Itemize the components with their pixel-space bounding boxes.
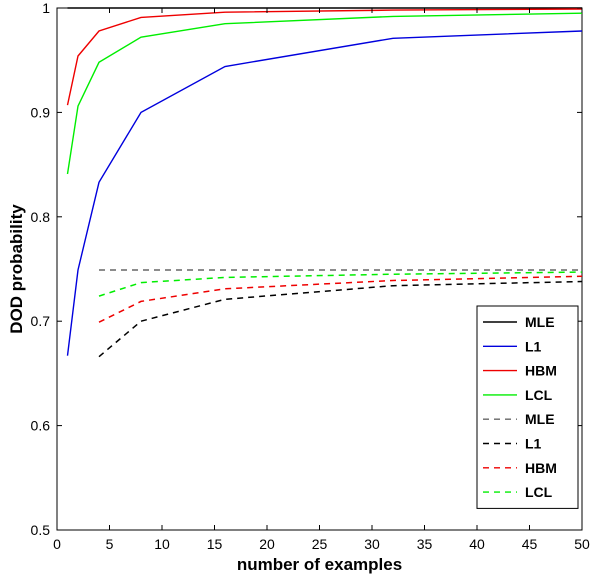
series-line-hbm-dashed <box>98 275 583 323</box>
x-tick-label: 5 <box>106 536 114 552</box>
series-line-l1-solid <box>66 30 583 356</box>
series-line-hbm-solid <box>66 8 583 106</box>
legend: MLE L1 HBM LCL MLE L1 HBM LCL <box>476 305 579 509</box>
x-tick-label: 40 <box>469 536 485 552</box>
series-line-lcl-dashed <box>98 271 583 297</box>
legend-label: HBM <box>525 363 557 379</box>
legend-label: L1 <box>525 436 542 452</box>
axis-ticks: 0 5 10 15 20 25 30 35 40 45 50 0.5 0.6 0.7 0.8 0.9 1 <box>31 0 590 552</box>
x-axis-title: number of examples <box>237 555 402 574</box>
legend-label: MLE <box>525 411 555 427</box>
y-tick-label: 0.9 <box>31 104 51 120</box>
legend-label: LCL <box>525 484 553 500</box>
y-axis-title: DOD probability <box>7 204 26 334</box>
series-line-l1-dashed <box>98 280 583 358</box>
y-tick-label: 1 <box>42 0 50 16</box>
series-layer <box>66 7 583 358</box>
x-tick-label: 30 <box>364 536 380 552</box>
x-tick-label: 20 <box>259 536 275 552</box>
x-tick-label: 25 <box>312 536 328 552</box>
legend-label: L1 <box>525 338 542 354</box>
x-tick-label: 50 <box>574 536 590 552</box>
x-tick-label: 35 <box>417 536 433 552</box>
legend-box <box>476 305 579 509</box>
y-tick-label: 0.5 <box>31 522 51 538</box>
y-tick-label: 0.6 <box>31 418 51 434</box>
legend-label: MLE <box>525 314 555 330</box>
y-tick-label: 0.7 <box>31 313 51 329</box>
x-tick-label: 15 <box>207 536 223 552</box>
legend-label: LCL <box>525 387 553 403</box>
legend-label: HBM <box>525 460 557 476</box>
y-tick-label: 0.8 <box>31 209 51 225</box>
series-line-lcl-solid <box>66 12 583 175</box>
x-tick-label: 0 <box>53 536 61 552</box>
x-tick-label: 10 <box>154 536 170 552</box>
x-tick-label: 45 <box>522 536 538 552</box>
